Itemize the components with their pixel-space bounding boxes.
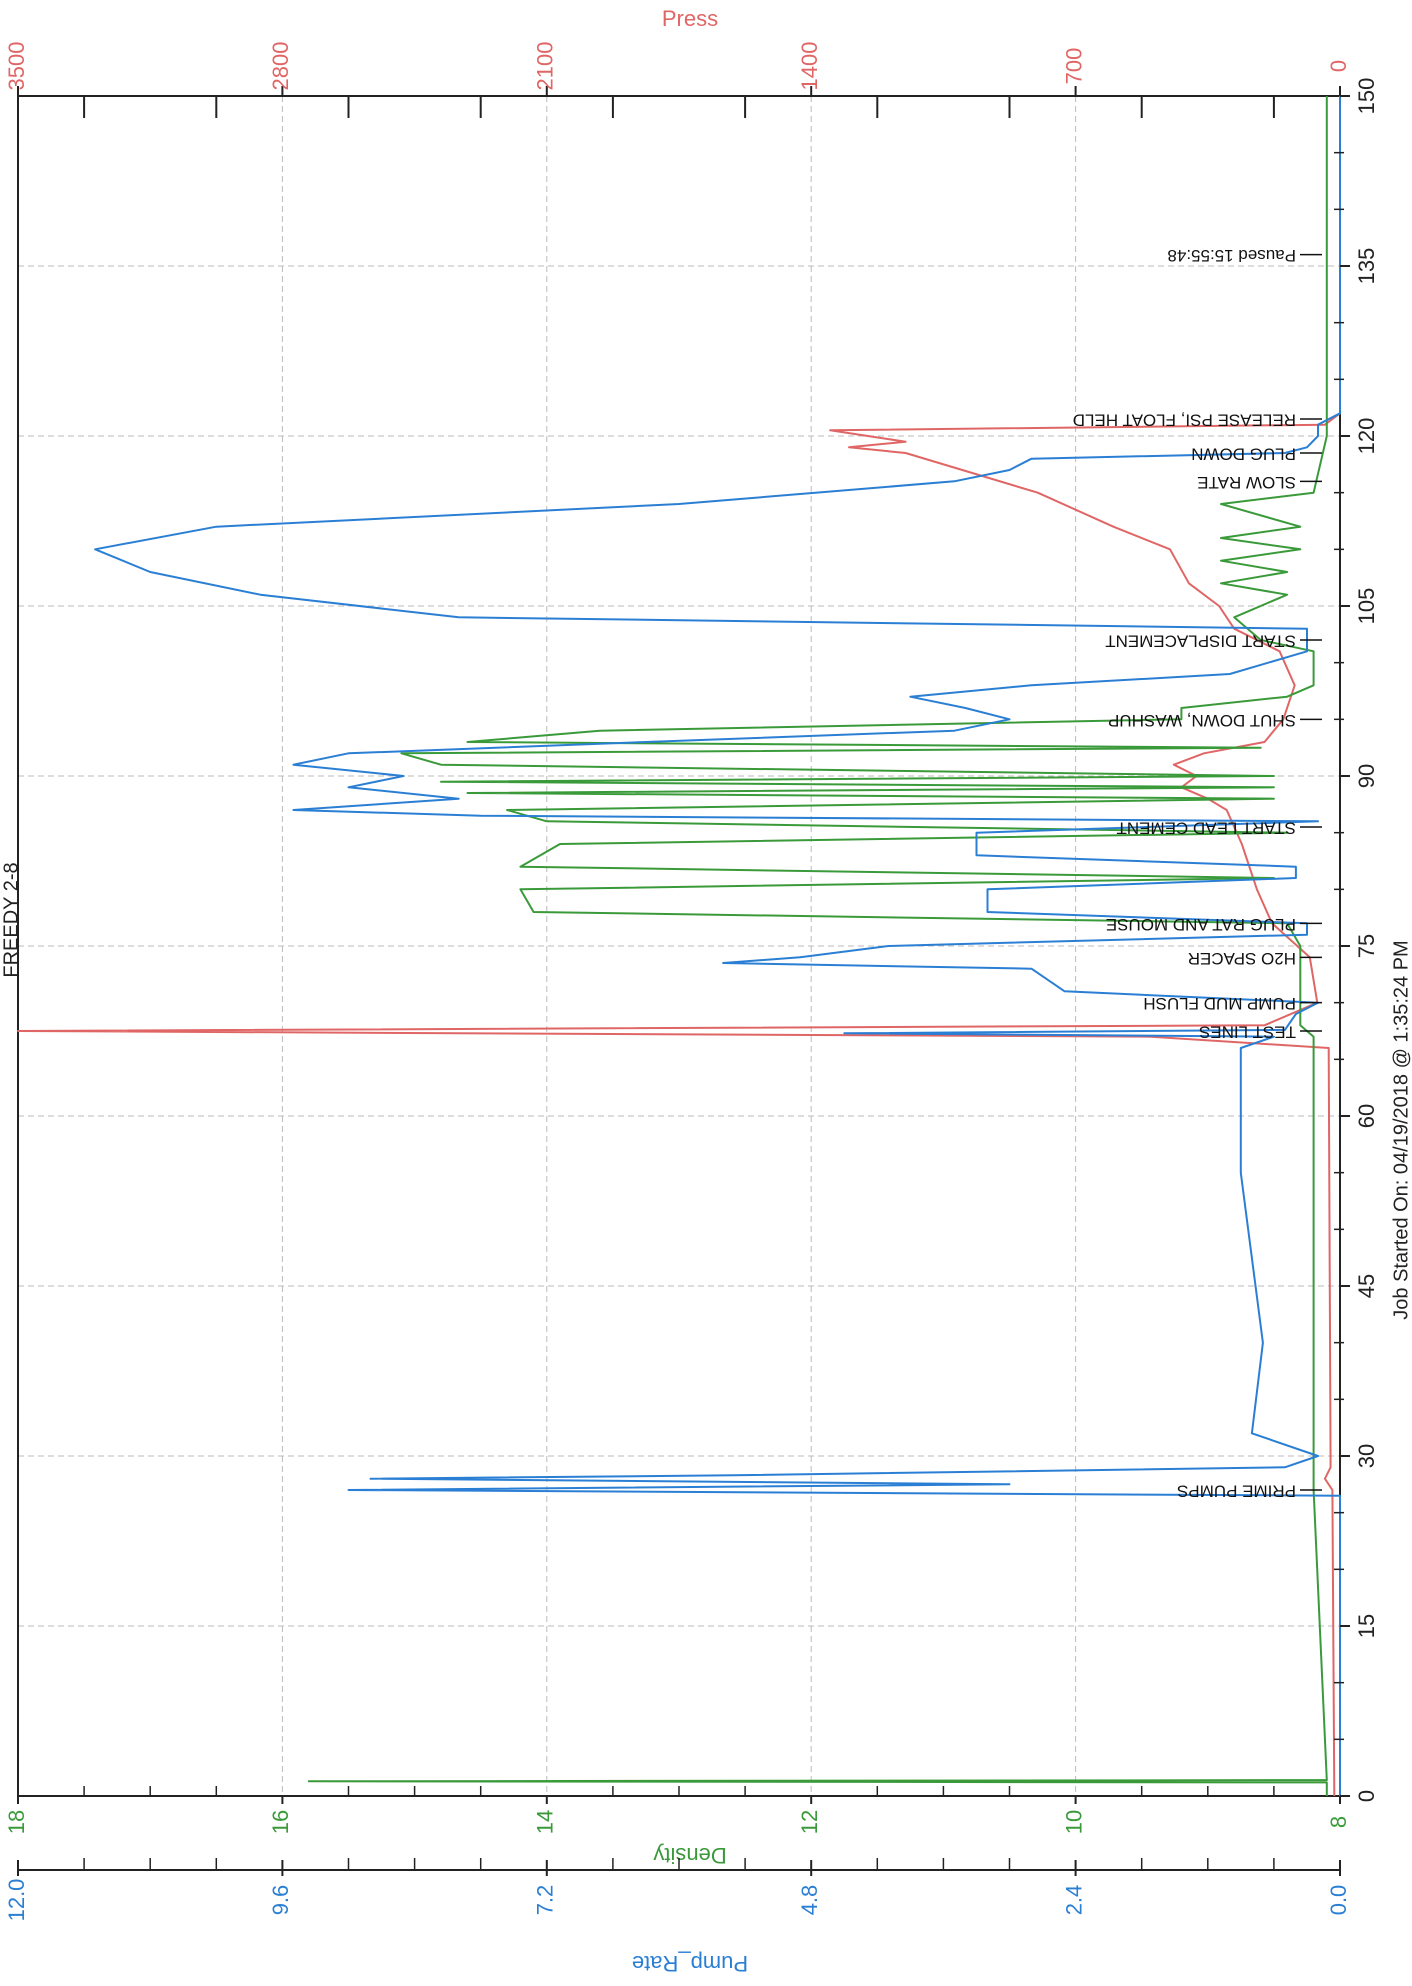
event-label: PUMP MUD FLUSH (1143, 994, 1296, 1013)
event-label: Paused 15:55:48 (1167, 246, 1296, 265)
event-label: RELEASE PSI, FLOAT HELD (1073, 411, 1296, 430)
event-label: PLUG DOWN (1191, 445, 1296, 464)
time-tick-label: 105 (1354, 588, 1379, 625)
time-tick-label: 15 (1354, 1614, 1379, 1638)
series-line-pump-rate (94, 96, 1341, 1796)
press-tick-label: 2100 (533, 42, 558, 91)
press-tick-label: 1400 (797, 42, 822, 91)
event-label: PLUG RAT AND MOUSE (1106, 915, 1296, 934)
event-label: SHUT DOWN, WASHUP (1108, 711, 1296, 730)
time-tick-label: 60 (1354, 1104, 1379, 1128)
event-label: H2O SPACER (1188, 949, 1296, 968)
series-layer (17, 96, 1341, 1797)
time-tick-label: 135 (1354, 248, 1379, 285)
pump-rate-tick-label: 0.0 (1326, 1885, 1351, 1916)
press-tick-label: 0 (1326, 60, 1351, 72)
event-label: PRIME PUMPS (1177, 1482, 1296, 1501)
time-tick-label: 0 (1354, 1790, 1379, 1802)
pump-rate-tick-label: 7.2 (533, 1885, 558, 1916)
press-axis-title: Press (662, 6, 718, 31)
event-label: START DISPLACEMENT (1105, 632, 1296, 651)
press-tick-label: 2800 (268, 42, 293, 91)
time-tick-label: 120 (1354, 418, 1379, 455)
time-tick-label: 30 (1354, 1444, 1379, 1468)
density-tick-label: 8 (1326, 1816, 1351, 1828)
time-tick-label: 45 (1354, 1274, 1379, 1298)
event-label: START LEAD CEMENT (1117, 819, 1296, 838)
pump-rate-tick-label: 9.6 (268, 1885, 293, 1916)
pump-rate-tick-label: 2.4 (1061, 1885, 1086, 1916)
time-tick-label: 150 (1354, 78, 1379, 115)
series-line-press (17, 412, 1341, 1797)
pump-rate-tick-label: 4.8 (797, 1885, 822, 1916)
pump-rate-tick-label: 12.0 (4, 1879, 29, 1922)
event-layer: PRIME PUMPS TEST LINES PUMP MUD FLUSH H2O S… (1073, 246, 1322, 1501)
event-label: TEST LINES (1199, 1023, 1296, 1042)
density-tick-label: 16 (268, 1810, 293, 1834)
density-tick-label: 14 (533, 1810, 558, 1834)
time-tick-label: 90 (1354, 764, 1379, 788)
grid (18, 96, 1340, 1796)
time-tick-label: 75 (1354, 934, 1379, 958)
job-started-label: Job Started On: 04/19/2018 @ 1:35:24 PM (1390, 940, 1412, 1319)
event-label: SLOW RATE (1197, 473, 1296, 492)
pump-rate-axis-title: Pump_Rate (632, 1951, 748, 1976)
density-axis-title: Density (653, 1843, 726, 1868)
press-tick-label: 700 (1061, 48, 1086, 85)
density-tick-label: 10 (1061, 1810, 1086, 1834)
press-tick-label: 3500 (4, 42, 29, 91)
density-tick-label: 18 (4, 1810, 29, 1834)
series-line-density (307, 96, 1328, 1796)
chart-title: FREEDY 2-8 (1, 862, 23, 977)
density-tick-label: 12 (797, 1810, 822, 1834)
